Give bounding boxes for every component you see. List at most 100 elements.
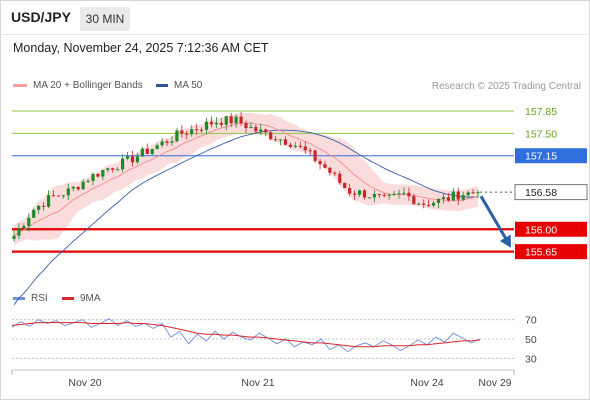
candle-body: [185, 133, 189, 135]
candle-body: [298, 145, 302, 147]
candle-body: [170, 141, 174, 143]
candle-body: [269, 132, 273, 140]
candle-body: [160, 141, 164, 146]
x-tick-Nov-24: Nov 24: [410, 377, 443, 389]
candle-body: [288, 144, 293, 147]
candle-body: [145, 148, 149, 154]
candle-body: [333, 172, 337, 174]
candle-body: [456, 191, 460, 200]
candle-body: [318, 161, 322, 165]
candle-body: [382, 194, 386, 196]
candle-body: [239, 116, 243, 124]
candle-body: [412, 196, 416, 205]
candle-body: [32, 209, 36, 218]
candle-body: [71, 186, 75, 189]
candle-body: [120, 158, 125, 170]
level-box-157.15: [515, 148, 587, 164]
candle-body: [402, 192, 406, 194]
timeframe-badge[interactable]: 30 MIN: [80, 7, 130, 31]
candle-body: [466, 192, 470, 196]
candle-body: [27, 217, 31, 226]
candle-body: [199, 129, 204, 131]
candle-body: [130, 156, 135, 163]
rsi-tick-30: 30: [525, 353, 537, 365]
candle-body: [42, 205, 46, 207]
candle-body: [308, 150, 312, 152]
level-label-155.65: 155.65: [525, 247, 557, 259]
level-label-156.00: 156.00: [525, 224, 557, 236]
level-box-156.58: [514, 184, 588, 201]
candle-body: [352, 193, 357, 195]
candle-body: [180, 130, 184, 134]
candle-body: [165, 141, 169, 143]
rsi-tick-50: 50: [525, 334, 537, 346]
candle-body: [224, 116, 228, 125]
candle-body: [204, 121, 209, 130]
candle-body: [111, 168, 115, 170]
candle-body: [135, 156, 140, 163]
candle-body: [259, 129, 263, 132]
legend-ma20: MA 20 + Bollinger Bands: [13, 80, 143, 91]
ma20-swatch: [13, 83, 27, 87]
candle-body: [476, 192, 480, 194]
candle-body: [348, 188, 352, 194]
candle-body: [362, 190, 367, 198]
candle-body: [417, 203, 421, 205]
candle-body: [209, 121, 214, 125]
rsi-line: [11, 318, 481, 353]
candle-body: [81, 181, 85, 190]
candle-body: [175, 130, 179, 142]
candle-body: [441, 197, 446, 199]
candle-body: [303, 146, 307, 151]
ma50-swatch: [156, 83, 168, 87]
candle-body: [422, 203, 426, 205]
candle-body: [446, 197, 450, 201]
candle-body: [264, 129, 268, 133]
candle-body: [46, 195, 51, 207]
candle-body: [274, 139, 278, 141]
candle-body: [91, 173, 95, 181]
candle-body: [377, 194, 381, 196]
ma50-line: [13, 129, 479, 306]
x-tick-Nov-21: Nov 21: [241, 377, 274, 389]
candle-body: [12, 235, 16, 239]
candle-body: [66, 188, 70, 196]
candle-body: [125, 156, 130, 159]
candle-body: [367, 197, 372, 199]
candle-body: [37, 205, 41, 210]
level-box-155.65: [515, 244, 587, 260]
candle-body: [150, 149, 154, 154]
candle-body: [22, 225, 26, 229]
candle-body: [427, 204, 431, 206]
x-tick-Nov-20: Nov 20: [68, 377, 101, 389]
candle-body: [372, 194, 376, 198]
level-label-157.50: 157.50: [525, 128, 557, 140]
candle-body: [195, 129, 199, 131]
level-box-156.00: [515, 221, 587, 237]
candle-body: [313, 150, 317, 162]
level-label-157.15: 157.15: [525, 151, 557, 163]
candle-body: [214, 122, 218, 125]
forecast-arrow: [479, 195, 509, 242]
ma9-swatch: [62, 296, 74, 300]
level-label-157.85: 157.85: [525, 106, 557, 118]
rsi-9ma-line: [11, 322, 481, 348]
candle-body: [293, 145, 297, 147]
candle-body: [338, 173, 342, 183]
candle-body: [190, 129, 194, 135]
candle-body: [387, 194, 391, 196]
candle-body: [343, 182, 347, 189]
candle-body: [155, 145, 159, 150]
candle-body: [283, 139, 288, 145]
forecast-arrow-head: [499, 234, 511, 248]
legend-rsi-label: RSI: [31, 293, 48, 304]
candle-body: [229, 116, 233, 124]
candle-body: [451, 191, 455, 201]
candle-body: [76, 186, 80, 190]
legend-9ma: 9MA: [62, 293, 101, 304]
candle-body: [431, 202, 436, 206]
legend-ma20-label: MA 20 + Bollinger Bands: [33, 80, 143, 91]
candle-body: [51, 195, 56, 197]
header-divider: [0, 34, 588, 35]
candle-body: [357, 190, 362, 195]
